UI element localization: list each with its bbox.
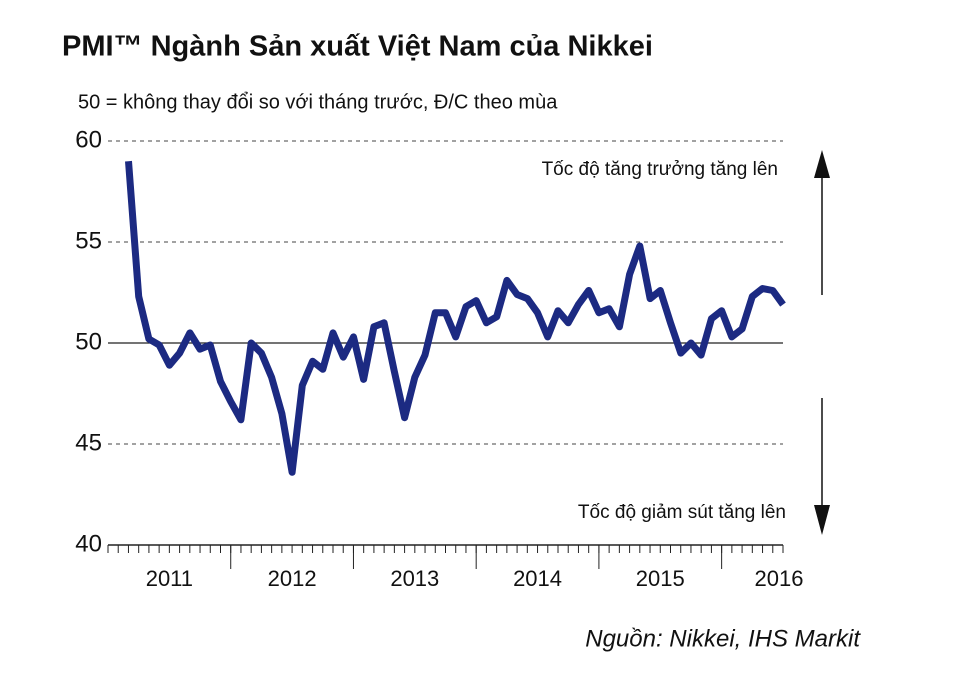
chart-title: PMI™ Ngành Sản xuất Việt Nam của Nikkei <box>62 31 653 63</box>
x-tick-label: 2016 <box>755 566 804 591</box>
y-tick-label: 50 <box>75 328 102 355</box>
subtitle: 50 = không thay đổi so với tháng trước, … <box>78 91 558 113</box>
x-tick-label: 2012 <box>268 566 317 591</box>
y-tick-label: 45 <box>75 429 102 456</box>
arrow-up-head <box>814 150 830 178</box>
x-tick-label: 2013 <box>390 566 439 591</box>
y-tick-label: 55 <box>75 227 102 254</box>
y-tick-label: 60 <box>75 126 102 153</box>
data-line <box>125 160 786 476</box>
x-tick-label: 2011 <box>146 566 193 591</box>
annotation: Tốc độ giảm sút tăng lên <box>578 502 786 523</box>
x-tick-label: 2014 <box>513 566 562 591</box>
y-tick-label: 40 <box>75 530 102 557</box>
arrows <box>814 150 830 535</box>
annotation: Tốc độ tăng trưởng tăng lên <box>542 159 778 180</box>
x-tick-label: 2015 <box>636 566 685 591</box>
source: Nguồn: Nikkei, IHS Markit <box>585 625 861 652</box>
arrow-down-head <box>814 505 830 535</box>
